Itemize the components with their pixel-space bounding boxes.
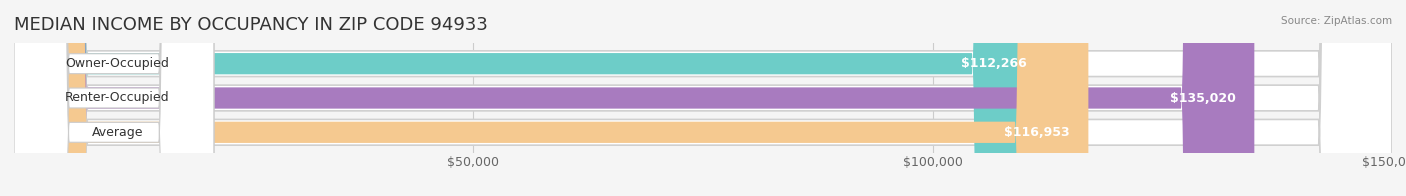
Text: MEDIAN INCOME BY OCCUPANCY IN ZIP CODE 94933: MEDIAN INCOME BY OCCUPANCY IN ZIP CODE 9… — [14, 16, 488, 34]
FancyBboxPatch shape — [14, 0, 1045, 196]
Text: $112,266: $112,266 — [962, 57, 1026, 70]
FancyBboxPatch shape — [14, 0, 1392, 196]
FancyBboxPatch shape — [14, 0, 1088, 196]
Text: $135,020: $135,020 — [1170, 92, 1236, 104]
Text: $116,953: $116,953 — [1004, 126, 1070, 139]
FancyBboxPatch shape — [14, 0, 1392, 196]
FancyBboxPatch shape — [14, 0, 214, 196]
Text: Source: ZipAtlas.com: Source: ZipAtlas.com — [1281, 16, 1392, 26]
Text: Average: Average — [91, 126, 143, 139]
FancyBboxPatch shape — [14, 0, 214, 196]
FancyBboxPatch shape — [14, 0, 1392, 196]
FancyBboxPatch shape — [14, 0, 1254, 196]
FancyBboxPatch shape — [14, 0, 214, 196]
Text: Owner-Occupied: Owner-Occupied — [66, 57, 169, 70]
Text: Renter-Occupied: Renter-Occupied — [65, 92, 170, 104]
